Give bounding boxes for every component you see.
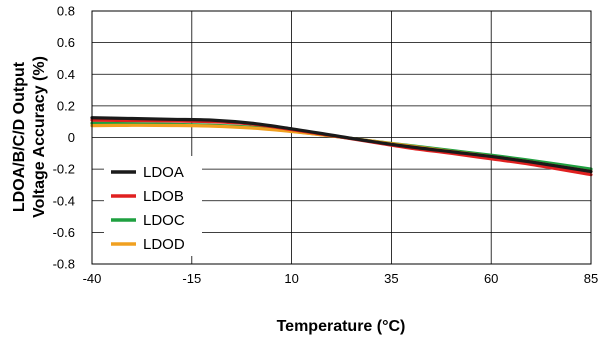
- y-tick-labels: 0.8 0.6 0.4 0.2 0 -0.2 -0.4 -0.6 -0.8: [53, 4, 75, 272]
- y-tick-label: -0.4: [53, 193, 75, 208]
- x-tick-label: 35: [384, 271, 398, 286]
- legend-label-ldod: LDOD: [143, 236, 185, 253]
- x-tick-label: 85: [584, 271, 598, 286]
- legend-label-ldoc: LDOC: [143, 212, 185, 229]
- x-tick-label: 10: [284, 271, 298, 286]
- y-tick-label: 0.2: [57, 98, 75, 113]
- x-tick-label: -40: [83, 271, 102, 286]
- x-tick-label: 60: [484, 271, 498, 286]
- y-tick-label: 0.8: [57, 4, 75, 19]
- y-tick-label: -0.6: [53, 225, 75, 240]
- legend-label-ldoa: LDOA: [143, 164, 184, 181]
- y-tick-label: 0: [68, 130, 75, 145]
- x-axis-title: Temperature (°C): [277, 318, 406, 335]
- x-tick-labels: -40 -15 10 35 60 85: [83, 271, 599, 286]
- x-tick-label: -15: [182, 271, 201, 286]
- y-axis-title-line-2: Voltage Accuracy (%): [31, 56, 48, 218]
- y-tick-label: 0.6: [57, 35, 75, 50]
- legend-label-ldob: LDOB: [143, 188, 184, 205]
- legend: LDOA LDOB LDOC LDOD: [104, 156, 202, 256]
- y-axis-title-line-1: LDOA/B/C/D Output: [11, 61, 28, 212]
- y-tick-label: 0.4: [57, 67, 75, 82]
- y-tick-label: -0.2: [53, 162, 75, 177]
- y-tick-label: -0.8: [53, 257, 75, 272]
